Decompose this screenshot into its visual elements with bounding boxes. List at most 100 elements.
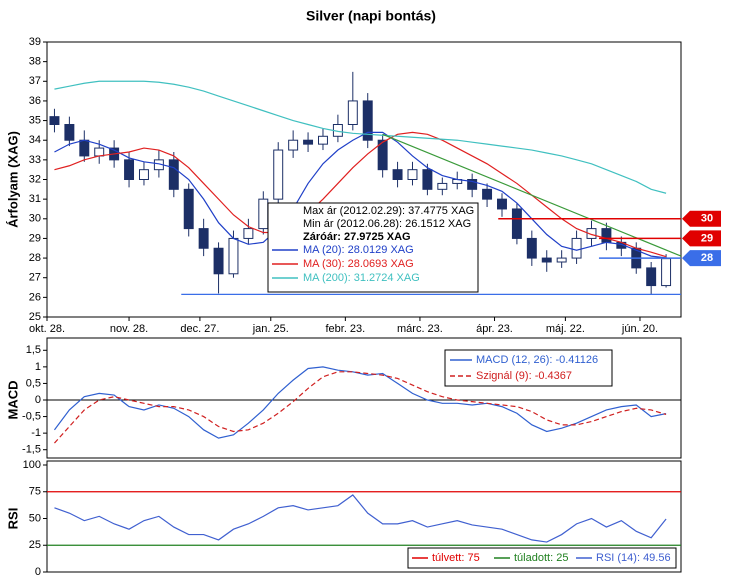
y-axis-label: RSI <box>5 508 20 530</box>
candle-body <box>362 100 373 141</box>
candle-body <box>601 228 612 243</box>
candle-body <box>288 139 299 151</box>
candle-body <box>258 198 269 230</box>
candle-body <box>213 247 224 275</box>
candle-body <box>347 100 358 126</box>
y-tick-label: 50 <box>29 512 41 524</box>
y-tick-label: 34 <box>29 134 41 146</box>
candle-body <box>646 267 657 287</box>
x-tick-label: jan. 25. <box>252 323 289 335</box>
y-tick-label: 37 <box>29 75 41 87</box>
series-line <box>54 131 667 259</box>
x-tick-label: ápr. 23. <box>476 323 513 335</box>
candle-body <box>511 208 522 239</box>
legend-label: RSI (14): 49.56 <box>596 552 671 564</box>
y-tick-label: 1 <box>35 361 41 373</box>
x-tick-label: jún. 20. <box>621 323 658 335</box>
y-tick-label: 28 <box>29 252 41 264</box>
y-tick-label: 25 <box>29 311 41 323</box>
candle-body <box>392 169 403 181</box>
candle-body <box>198 228 209 249</box>
y-tick-label: 32 <box>29 173 41 185</box>
legend-label: Szignál (9): -0.4367 <box>476 370 572 382</box>
candle-body <box>124 159 135 181</box>
candle-body <box>586 228 597 239</box>
annotation: Záróár: 27.9725 XAG <box>303 231 411 243</box>
candle-body <box>407 169 418 181</box>
candle-body <box>183 188 194 230</box>
candle-body <box>482 188 493 200</box>
candle-body <box>556 257 567 263</box>
price-tag <box>682 250 721 267</box>
y-axis-label: MACD <box>5 381 20 420</box>
y-tick-label: 0 <box>35 394 41 406</box>
candle-body <box>243 228 254 239</box>
candle-body <box>49 116 60 126</box>
trendline <box>382 133 682 257</box>
candle-body <box>497 198 507 210</box>
y-tick-label: 35 <box>29 114 41 126</box>
candle-body <box>168 159 179 190</box>
chart-title: Silver (napi bontás) <box>306 8 436 24</box>
y-tick-label: 26 <box>29 291 41 303</box>
y-tick-label: 39 <box>29 36 41 48</box>
legend-box <box>407 547 677 569</box>
y-tick-label: 36 <box>29 95 41 107</box>
x-tick-label: márc. 23. <box>397 323 443 335</box>
y-tick-label: 33 <box>29 154 41 166</box>
legend-label: MA (20): 28.0129 XAG <box>303 244 414 256</box>
legend: MACD (12, 26): -0.41126 Szignál (9): -0.4… <box>444 349 613 387</box>
x-tick-label: nov. 28. <box>110 323 148 335</box>
candle-body <box>377 139 388 171</box>
y-tick-label: 0,5 <box>26 377 41 389</box>
candle-body <box>437 182 448 190</box>
candle-body <box>64 124 75 141</box>
series-line <box>54 494 667 543</box>
candle-body <box>467 179 478 190</box>
price-tag <box>682 230 721 247</box>
candle-body <box>303 139 314 145</box>
y-tick-label: -0,5 <box>22 410 41 422</box>
candle-body <box>228 237 239 275</box>
series-line <box>54 131 667 258</box>
candle-body <box>138 169 149 181</box>
y-axis-label: Árfolyam (XAG) <box>5 131 20 228</box>
annotation: Max ár (2012.02.29): 37.4775 XAG <box>303 205 474 217</box>
candle-body <box>526 237 537 259</box>
price-tag-label: 28 <box>701 252 713 264</box>
candle-body <box>318 135 328 145</box>
candle-body <box>79 139 90 157</box>
x-tick-label: febr. 23. <box>325 323 365 335</box>
y-tick-label: 100 <box>23 459 41 471</box>
series-line <box>54 371 667 444</box>
candle-body <box>541 257 552 263</box>
legend-box <box>444 349 613 387</box>
legend-label: MACD (12, 26): -0.41126 <box>476 354 598 366</box>
candle-body <box>94 147 105 157</box>
y-tick-label: -1 <box>31 427 41 439</box>
y-tick-label: 38 <box>29 56 41 68</box>
candle-body <box>422 169 433 190</box>
price-tag <box>682 210 721 227</box>
legend-label: MA (200): 31.2724 XAG <box>303 272 420 284</box>
y-tick-label: -1,5 <box>22 444 41 456</box>
legend: túlvett: 75 túladott: 25 RSI (14): 49.56 <box>407 547 677 569</box>
y-tick-label: 25 <box>29 539 41 551</box>
legend-label: MA (30): 28.0693 XAG <box>303 258 414 270</box>
candle-body <box>571 237 582 259</box>
y-tick-label: 29 <box>29 232 41 244</box>
y-tick-label: 0 <box>35 566 41 578</box>
price-tag-label: 30 <box>701 213 713 225</box>
legend-label: túladott: 25 <box>514 552 568 564</box>
series-line <box>54 80 667 194</box>
x-tick-label: máj. 22. <box>546 323 585 335</box>
x-tick-label: dec. 27. <box>180 323 219 335</box>
legend-box <box>267 202 479 293</box>
y-tick-label: 31 <box>29 193 41 205</box>
x-tick-label: okt. 28. <box>29 323 65 335</box>
legend-label: túlvett: 75 <box>432 552 480 564</box>
y-tick-label: 1,5 <box>26 344 41 356</box>
candle-body <box>273 149 284 200</box>
